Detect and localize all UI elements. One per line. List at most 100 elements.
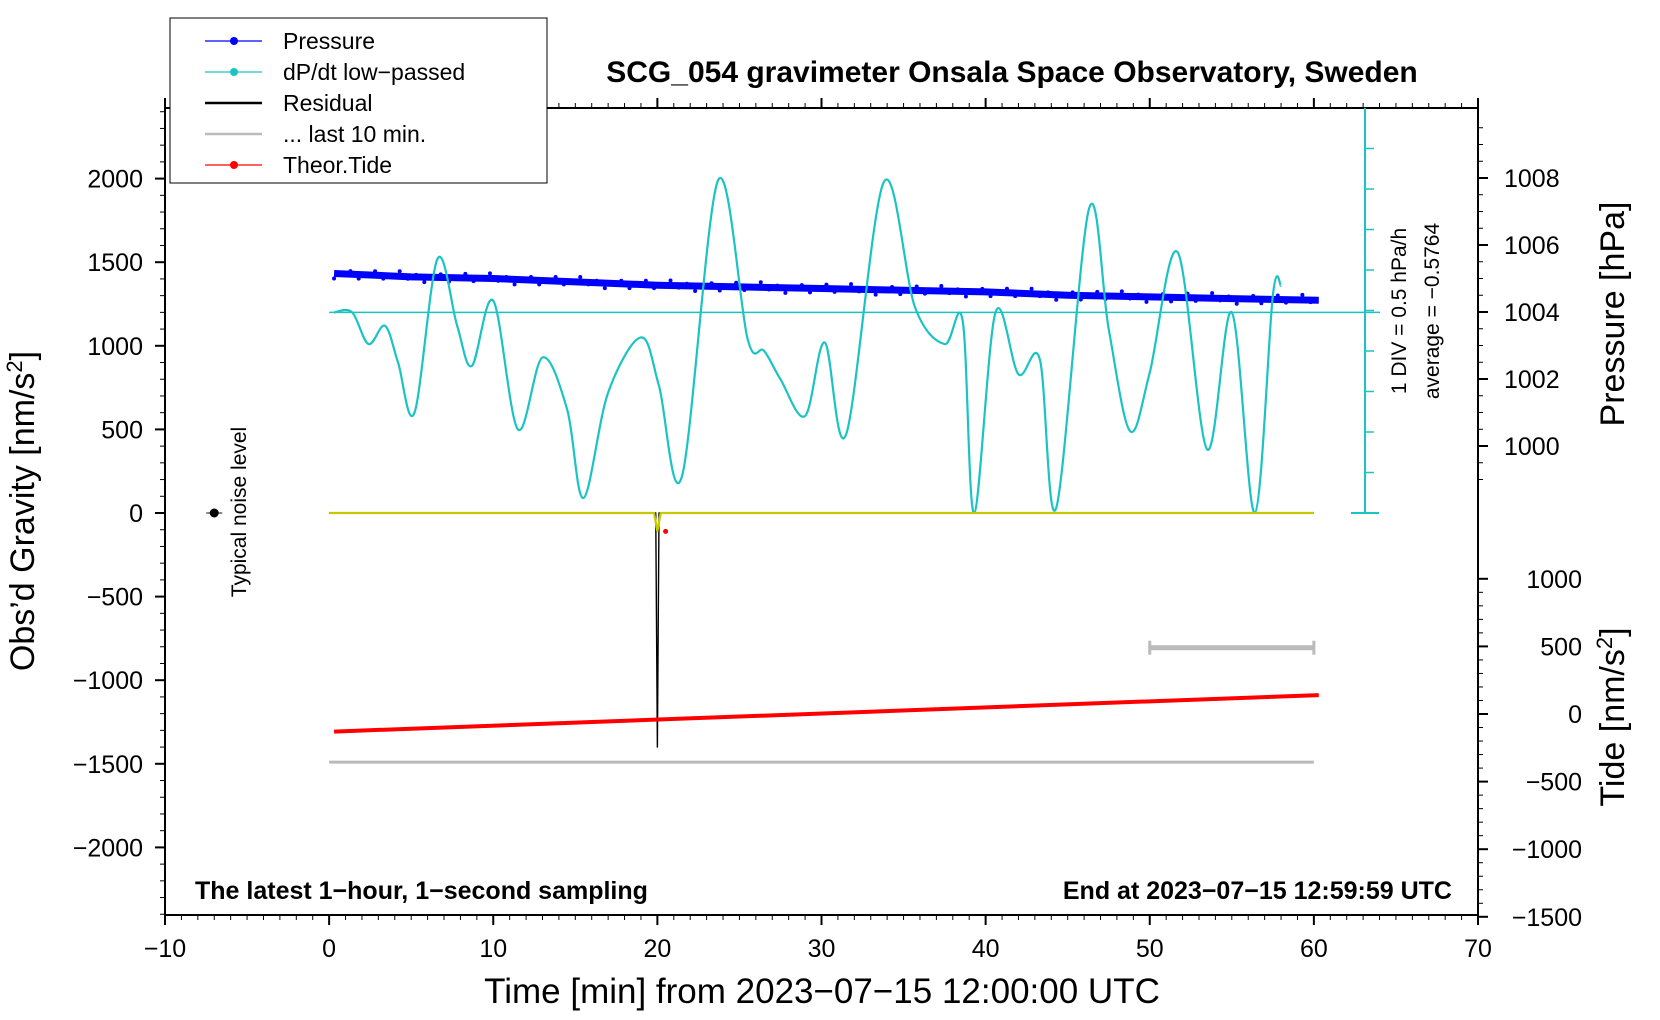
pressure-point [693, 288, 698, 293]
pressure-point [1218, 298, 1223, 303]
pressure-point [816, 286, 821, 291]
series-tide-line [333, 693, 1319, 734]
pressure-point [1128, 296, 1133, 301]
tide-tick-label: −1000 [1512, 836, 1582, 864]
chart-title: SCG_054 gravimeter Onsala Space Observat… [606, 56, 1418, 89]
legend-marker [230, 161, 238, 169]
x-tick-label: 70 [1464, 935, 1492, 963]
pressure-point [955, 287, 960, 292]
legend: Pressure dP/dt low−passed Residual ... last… [169, 17, 548, 184]
x-axis-label: Time [min] from 2023−07−15 12:00:00 UTC [484, 972, 1160, 1011]
gravity-axis-label: Obs’d Gravity [nm/s2] [2, 351, 42, 671]
pressure-point [668, 278, 673, 283]
pressure-point [356, 276, 361, 281]
noise-level-marker [206, 508, 223, 518]
pressure-point [520, 278, 525, 283]
gravity-axis-label-main: Obs’d Gravity [nm/s [4, 373, 42, 672]
pressure-point [1251, 293, 1256, 298]
pressure-point [1111, 293, 1116, 298]
pressure-point [1062, 294, 1067, 299]
pressure-point [504, 275, 509, 280]
pressure-point [1087, 293, 1092, 298]
pressure-point [1070, 290, 1075, 295]
noise-point [209, 508, 219, 518]
pressure-point [996, 290, 1001, 295]
pressure-point [775, 283, 780, 288]
tide-tick-label: −500 [1526, 769, 1582, 797]
pressure-point [824, 282, 829, 287]
pressure-point [914, 284, 919, 289]
legend-label: ... last 10 min. [283, 121, 426, 147]
pressure-point [1308, 300, 1313, 305]
pressure-point [561, 282, 566, 287]
pressure-point [570, 278, 575, 283]
gravity-axis-label-sup: 2 [2, 360, 27, 372]
pressure-point [791, 286, 796, 291]
dpdt-scale-axis [1351, 108, 1379, 514]
legend-label: dP/dt low−passed [283, 59, 465, 85]
pressure-point [988, 294, 993, 299]
gravity-tick-label: 500 [101, 416, 143, 444]
pressure-point [799, 283, 804, 288]
pressure-point [487, 271, 492, 276]
pressure-point [397, 269, 402, 274]
pressure-point [660, 282, 665, 287]
pressure-point [684, 281, 689, 286]
tide-outlier-point [663, 528, 669, 534]
pressure-point [832, 289, 837, 294]
pressure-point [1267, 297, 1272, 302]
gravity-tick-label: 1000 [87, 333, 143, 361]
pressure-point [1021, 290, 1026, 295]
tide-tick-label: 0 [1568, 701, 1582, 729]
pressure-point [332, 276, 337, 281]
tide-tick-label: 500 [1540, 633, 1582, 661]
tide-axis-label-main: Tide [nm/s [1594, 649, 1632, 806]
pressure-point [947, 291, 952, 296]
tide-axis-label: Tide [nm/s2] [1592, 627, 1632, 806]
pressure-tick-label: 1006 [1504, 232, 1560, 260]
pressure-point [635, 282, 640, 287]
pressure-point [1136, 292, 1141, 297]
pressure-point [1013, 294, 1018, 299]
pressure-point [627, 286, 632, 291]
pressure-point [1275, 293, 1280, 298]
pressure-point [742, 287, 747, 292]
x-tick-label: 10 [479, 935, 507, 963]
pressure-axis-ticks: 1008 1006 1004 1002 1000 [1478, 127, 1560, 480]
gravity-tick-label: 2000 [87, 166, 143, 194]
pressure-point [414, 272, 419, 277]
noise-level-label: Typical noise level [228, 427, 251, 597]
annotation-bottom-right: End at 2023−07−15 12:59:59 UTC [1063, 877, 1452, 905]
x-tick-label: 60 [1300, 935, 1328, 963]
pressure-point [1029, 286, 1034, 291]
pressure-point [758, 280, 763, 285]
pressure-point [1177, 295, 1182, 300]
gravity-tick-label: 1500 [87, 249, 143, 277]
pressure-point [545, 278, 550, 283]
pressure-point [725, 284, 730, 289]
pressure-point [898, 292, 903, 297]
tide-axis-ticks: 1000 500 0 −500 −1000 −1500 [1478, 566, 1582, 932]
pressure-point [840, 285, 845, 290]
pressure-point [931, 287, 936, 292]
pressure-point [578, 275, 583, 280]
pressure-point [1193, 298, 1198, 303]
pressure-point [479, 275, 484, 280]
pressure-point [553, 275, 558, 280]
x-tick-label: 0 [322, 935, 336, 963]
pressure-point [652, 286, 657, 291]
pressure-point [1037, 294, 1042, 299]
pressure-point [643, 278, 648, 283]
pressure-point [766, 287, 771, 292]
plot-frame [164, 107, 1479, 916]
gravity-tick-label: −1000 [73, 667, 143, 695]
pressure-point [808, 290, 813, 295]
pressure-point [1226, 294, 1231, 299]
x-tick-label: 20 [643, 935, 671, 963]
dpdt-scale-label: 1 DIV = 0.5 hPa/h [1388, 228, 1411, 394]
x-tick-label: 30 [808, 935, 836, 963]
pressure-axis-label: Pressure [hPa] [1594, 202, 1632, 427]
pressure-point [1210, 291, 1215, 296]
gravity-tick-label: 0 [129, 500, 143, 528]
pressure-point [1169, 299, 1174, 304]
